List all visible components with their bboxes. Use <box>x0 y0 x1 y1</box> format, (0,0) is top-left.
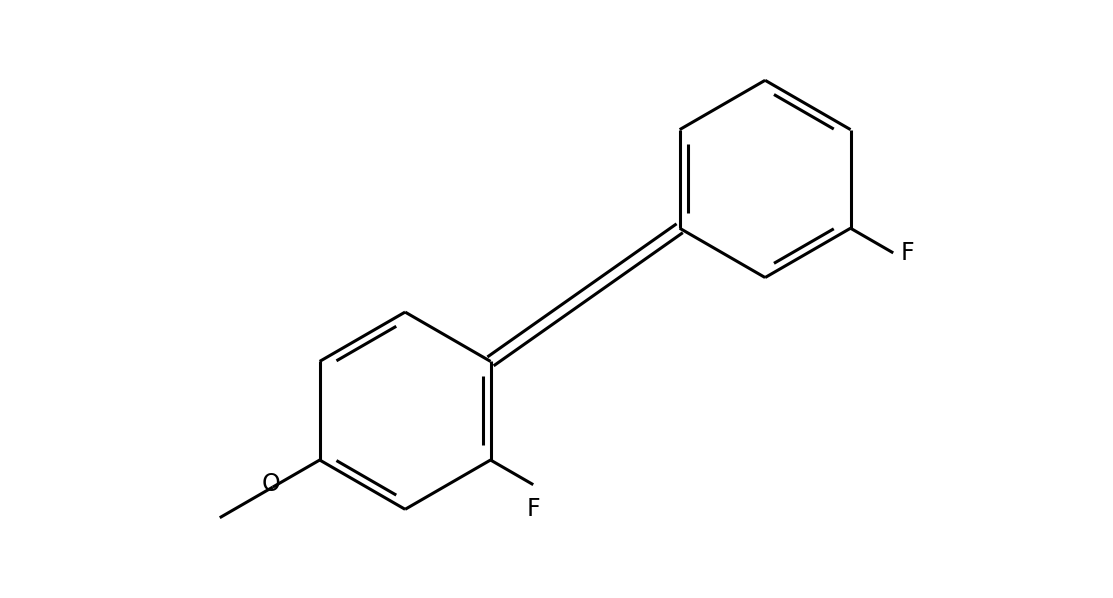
Text: O: O <box>262 472 280 496</box>
Text: F: F <box>902 241 915 265</box>
Text: F: F <box>526 496 540 520</box>
